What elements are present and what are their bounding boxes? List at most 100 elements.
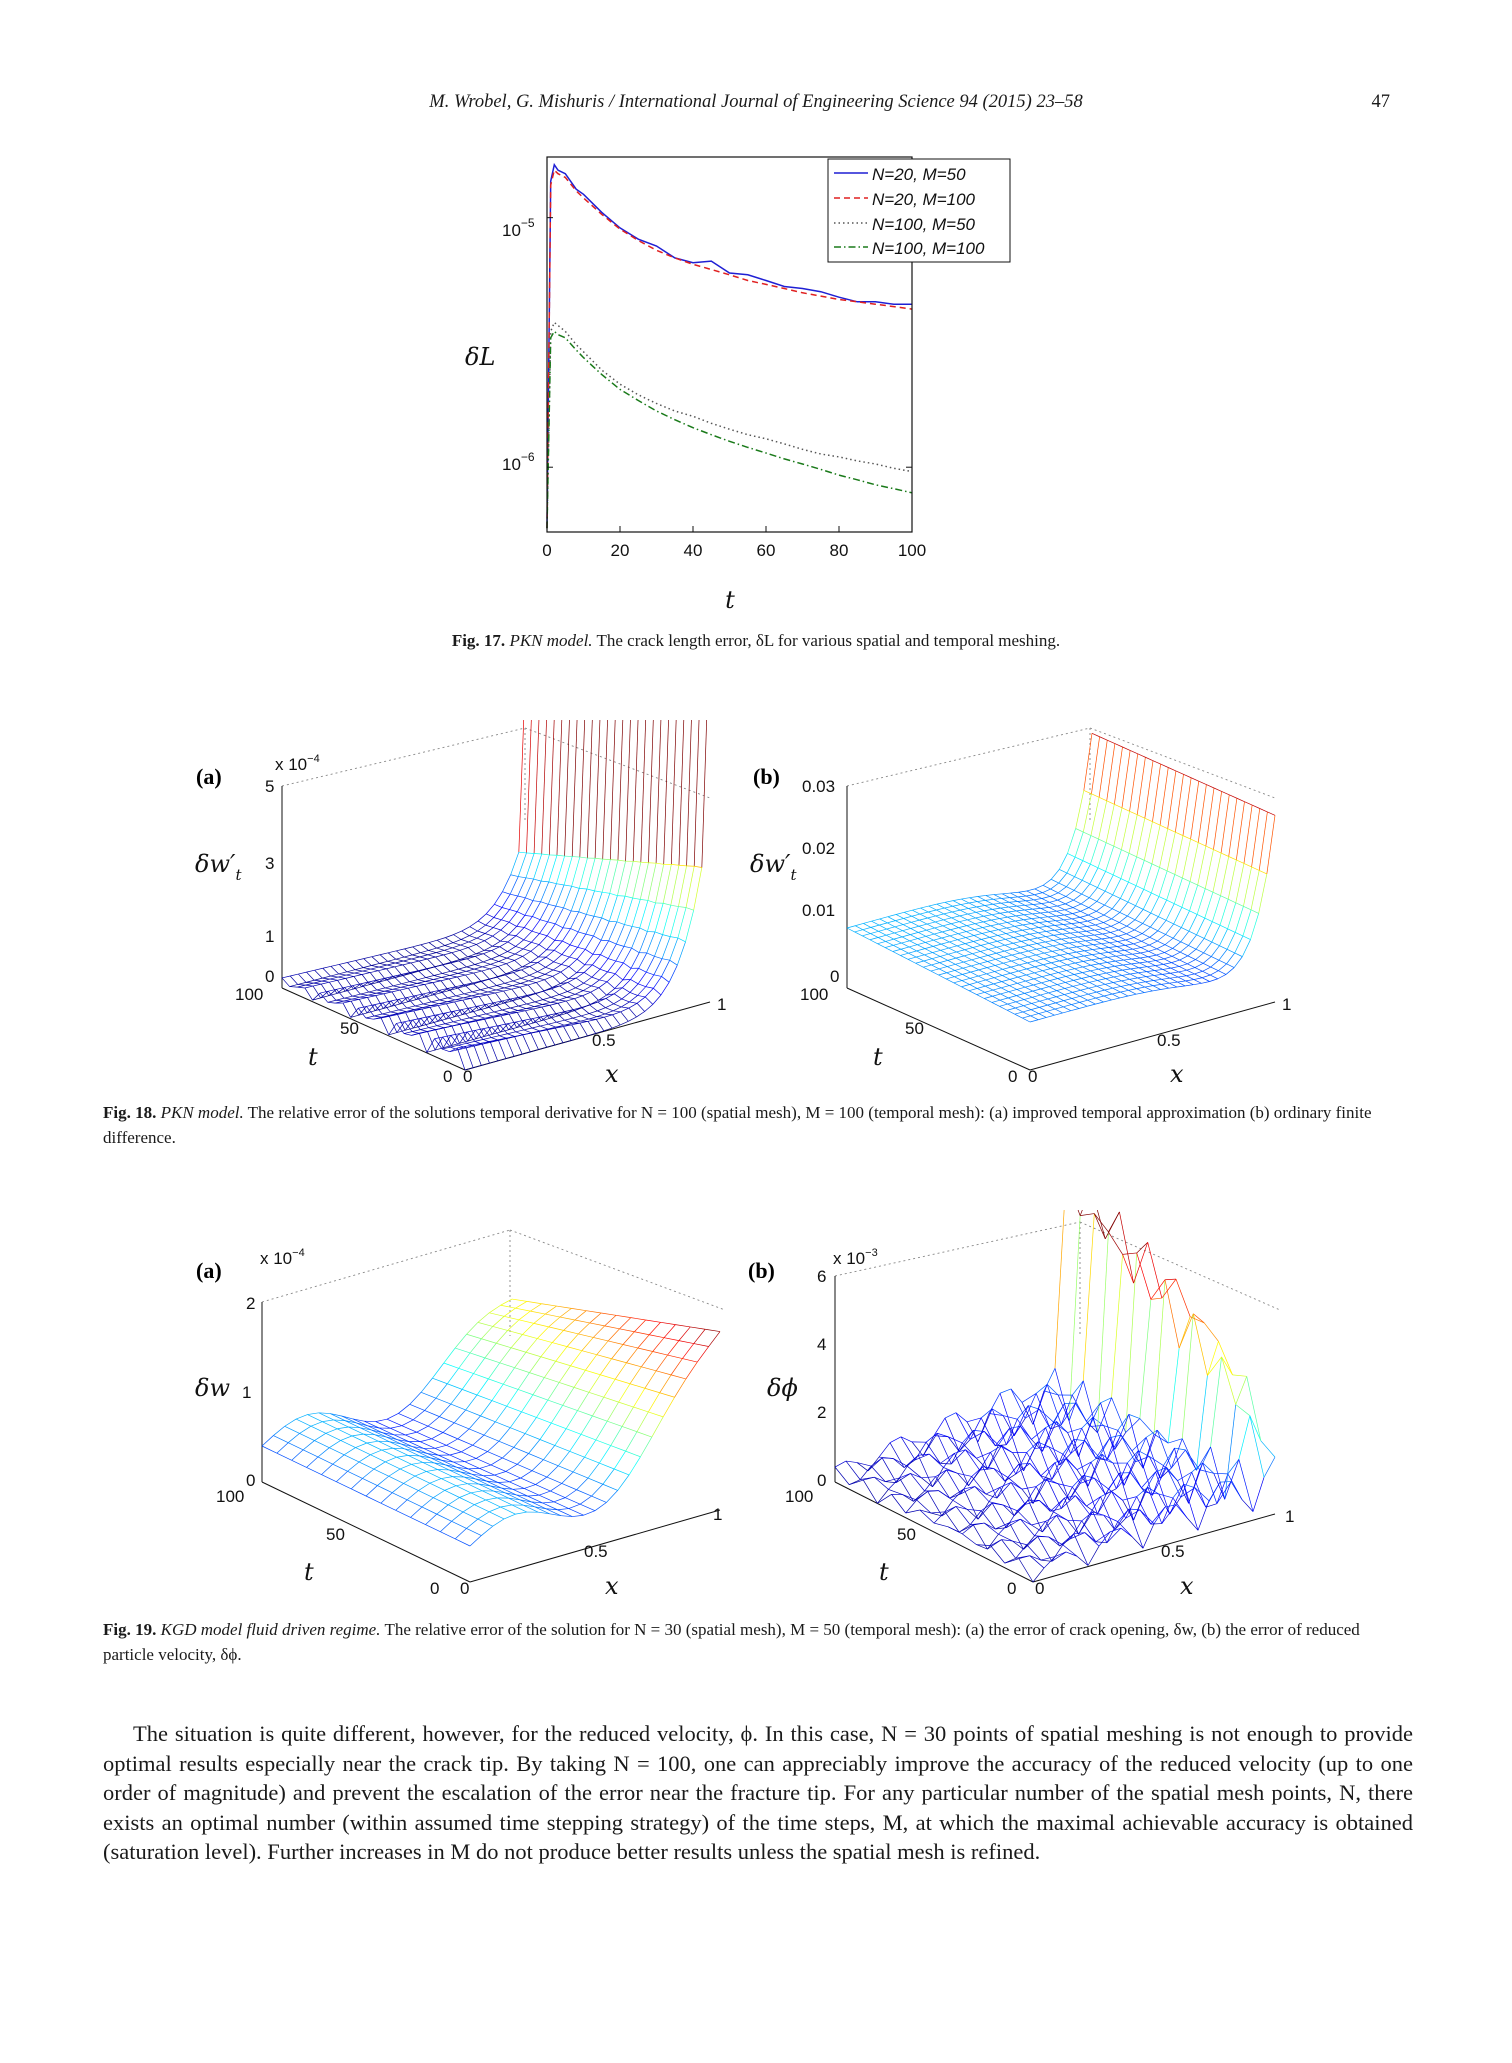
fig18a-mesh-line [614, 962, 624, 974]
fig19a-mesh-line [397, 1439, 409, 1442]
fig18b-mesh-line [1250, 909, 1259, 914]
fig18a-mesh-line [561, 954, 570, 958]
fig19b-zscale: x 10−3 [833, 1247, 878, 1268]
fig18a-mesh-line [510, 874, 519, 877]
fig19a-mesh-line [636, 1411, 649, 1432]
fig18b-mesh-line [887, 920, 896, 924]
fig19a-mesh-line [640, 1436, 653, 1457]
fig18a-mesh-line [554, 927, 564, 941]
fig19a-mesh-line [660, 1321, 676, 1325]
fig18a-mesh-line [545, 961, 554, 968]
fig18b-mesh-line [966, 923, 976, 926]
fig18b-mesh-line [1090, 968, 1099, 972]
fig19a-mesh-line [445, 1464, 457, 1468]
fig18b-mesh-line [1151, 825, 1161, 864]
fig19b-mesh-line [1089, 1496, 1101, 1515]
fig19a-mesh-line [430, 1457, 443, 1461]
fig18a-mesh-line [434, 1036, 443, 1051]
fig18b-mesh-line [1099, 736, 1108, 741]
fig18a-mesh-line [644, 1004, 654, 1012]
fig18a-mesh-line [377, 977, 386, 983]
fig18b-mesh-line [1070, 931, 1079, 934]
fig18b-mesh-line [1091, 958, 1100, 961]
fig19a-mesh-line [457, 1438, 473, 1446]
fig19a-mesh-line [584, 1439, 597, 1458]
fig18a-mesh-line [639, 900, 649, 929]
fig18a-mesh-line [503, 990, 512, 1002]
fig18b-mesh-line [1197, 884, 1206, 889]
fig18a-mesh-line [434, 964, 443, 968]
fig18b-mesh-line [1115, 960, 1124, 966]
fig18b-mesh-line [1212, 852, 1222, 893]
fig19b-mesh-line [1177, 1471, 1192, 1482]
fig18a-mesh-line [305, 979, 315, 983]
fig18b-mesh-line [1040, 986, 1050, 990]
fig18b-mesh-line [1098, 800, 1108, 840]
fig18a-mesh-line [452, 942, 461, 946]
fig19a-mesh-line [291, 1449, 304, 1461]
fig19a-mesh-line [524, 1417, 537, 1434]
fig19a-mesh-line [572, 1514, 584, 1517]
fig18a-mesh-line [669, 906, 679, 937]
fig18b-mesh-line [1250, 913, 1260, 940]
fig19a-mesh-line [525, 1338, 538, 1353]
fig18a-mesh-line [396, 1023, 405, 1034]
fig17-series-line-3 [546, 321, 913, 529]
fig18a-mesh-line [455, 995, 464, 999]
fig19b-mesh-line [1015, 1544, 1027, 1559]
fig19b-mesh-line [1076, 1555, 1089, 1566]
fig18a-mesh-line [508, 1013, 518, 1028]
fig18b-mesh-line [950, 921, 960, 925]
fig18b-mesh-line [942, 925, 951, 931]
fig18a-mesh-line [549, 1013, 558, 1019]
fig18a-mesh-line [440, 978, 450, 982]
fig18b-mesh-line [1027, 956, 1036, 962]
fig19a-mesh-line [398, 1404, 410, 1414]
fig19b-mesh-line [1086, 1505, 1098, 1515]
fig18a-mesh-line [412, 1029, 421, 1032]
fig19b-mesh-line [1009, 1428, 1024, 1471]
fig18a-mesh-line [443, 954, 452, 963]
fig18a-mesh-line [572, 1017, 581, 1022]
fig18a-mesh-line [357, 1008, 367, 1019]
fig18a-mesh-line [330, 966, 339, 975]
fig18b-mesh-line [1114, 743, 1123, 748]
fig18b-mesh-line [1035, 958, 1044, 962]
fig19a-mesh-line [363, 1433, 375, 1436]
fig19b-mesh-line [1202, 1462, 1214, 1474]
fig18a-mesh-line [621, 998, 630, 1003]
fig19b-mesh-line [1175, 1279, 1191, 1317]
fig18b-mesh-line [1235, 863, 1245, 903]
fig18b-mesh-line [1266, 815, 1276, 874]
fig19a-mesh-line [588, 1374, 601, 1393]
fig18b-mesh-line [1008, 911, 1016, 917]
fig19a-mesh-line [503, 1383, 519, 1390]
fig19b-mesh-line [1056, 1421, 1068, 1433]
fig19a-mesh-line [332, 1463, 348, 1472]
fig18b-mesh-line [1051, 954, 1060, 958]
fig19b-mesh-line [998, 1533, 1013, 1542]
fig18b-mesh-line [1131, 963, 1140, 969]
fig18a-mesh-line [585, 916, 595, 935]
fig19a-mesh-line [500, 1504, 513, 1508]
fig18b-mesh-line [1210, 974, 1218, 980]
fig19a-mesh-line [321, 1463, 334, 1475]
fig19b-mesh-line [929, 1453, 944, 1468]
fig18a-mesh-line [531, 930, 540, 934]
fig18b-mesh-line [1057, 903, 1066, 907]
fig18b-mesh-line [1038, 1013, 1047, 1018]
fig18b-mesh-line [1036, 943, 1045, 948]
fig18b-mesh-line [1049, 980, 1058, 985]
fig18b-mesh-line [918, 925, 927, 931]
fig18a-mesh-line [297, 984, 306, 986]
fig19b-mesh-line [1072, 1380, 1084, 1396]
fig18a-mesh-line [629, 1001, 638, 1004]
fig18a-mesh-line [556, 1019, 565, 1023]
fig18b-mesh-line [1209, 978, 1218, 982]
fig19a-mesh-line [341, 1415, 353, 1420]
fig18a-mesh-line [467, 1038, 476, 1042]
fig18b-mesh-line [1083, 961, 1092, 966]
fig18b-mesh-line [1033, 899, 1042, 904]
fig19a-mesh-line [460, 1471, 472, 1475]
fig18b-mesh-line [1003, 962, 1012, 968]
